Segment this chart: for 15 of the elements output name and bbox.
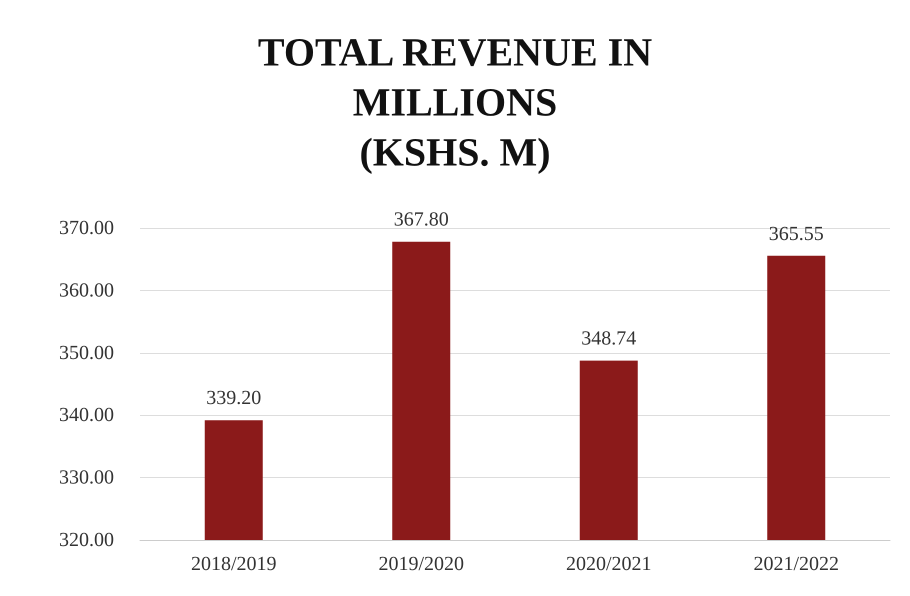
y-tick-label: 320.00 xyxy=(59,529,114,551)
data-label: 348.74 xyxy=(581,328,636,350)
x-tick-label: 2018/2019 xyxy=(190,553,277,575)
data-label: 339.20 xyxy=(206,387,262,410)
data-label: 365.55 xyxy=(768,222,824,245)
data-label: 367.80 xyxy=(394,208,449,231)
x-tick-label: 2020/2021 xyxy=(566,553,652,575)
y-tick-label: 360.00 xyxy=(59,279,114,302)
y-tick-label: 330.00 xyxy=(59,466,114,489)
y-tick-label: 370.00 xyxy=(59,217,114,239)
x-tick-label: 2021/2022 xyxy=(753,553,840,575)
x-tick-label: 2019/2020 xyxy=(378,553,464,575)
chart-title: TOTAL REVENUE IN MILLIONS (KSHS. M) xyxy=(258,30,652,174)
y-tick-label: 340.00 xyxy=(59,404,114,426)
y-tick-label: 350.00 xyxy=(59,342,114,364)
